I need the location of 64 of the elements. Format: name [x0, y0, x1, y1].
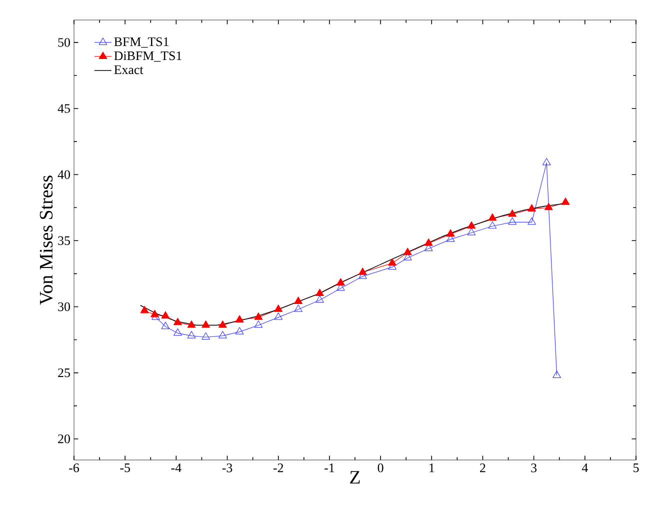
x-tick-label: -2	[273, 464, 284, 472]
point	[187, 320, 196, 328]
point	[274, 304, 283, 312]
y-tick-label: 25	[58, 368, 70, 378]
point	[316, 288, 324, 296]
point	[235, 327, 244, 334]
point	[202, 320, 210, 328]
point	[488, 213, 497, 221]
point	[403, 248, 412, 256]
point	[542, 158, 551, 166]
x-tick-label: 5	[634, 464, 639, 472]
point	[202, 332, 210, 340]
point	[294, 304, 302, 312]
point	[467, 228, 476, 236]
point	[274, 312, 283, 320]
x-axis-title: Z	[350, 471, 360, 484]
point	[508, 217, 517, 225]
x-tick-label: -6	[69, 464, 80, 472]
point	[528, 217, 536, 225]
y-axis-title: Von Mises Stress	[40, 176, 53, 305]
y-tick-label: 30	[58, 302, 70, 312]
x-tick-label: -3	[222, 464, 232, 472]
point	[218, 320, 227, 328]
point	[424, 238, 433, 246]
legend-label: Exact	[114, 65, 144, 74]
x-tick-label: 3	[531, 464, 537, 472]
y-tick-label: 50	[58, 38, 70, 47]
point	[235, 315, 244, 322]
point	[187, 331, 196, 338]
point	[174, 328, 182, 336]
point	[254, 312, 263, 320]
point	[552, 370, 561, 378]
point	[508, 209, 517, 217]
point	[150, 310, 159, 318]
x-tick-label: 4	[582, 464, 588, 472]
point	[161, 322, 170, 330]
point	[446, 229, 455, 237]
point	[140, 306, 149, 314]
point	[467, 221, 476, 229]
x-tick-label: 1	[430, 464, 434, 472]
point	[294, 296, 302, 304]
point	[174, 318, 182, 326]
y-tick-label: 40	[58, 170, 70, 179]
y-tick-label: 20	[58, 434, 70, 444]
point	[161, 311, 170, 319]
point	[488, 221, 497, 229]
x-tick-label: -5	[120, 464, 130, 472]
point	[218, 331, 227, 338]
point	[336, 278, 345, 286]
point	[254, 320, 263, 328]
x-tick-label: -1	[324, 464, 334, 472]
point	[358, 268, 367, 275]
point	[528, 204, 536, 212]
y-tick-label: 35	[58, 236, 70, 246]
legend-label: DiBFM_TS1	[114, 51, 182, 62]
y-tick-label: 45	[58, 104, 70, 113]
x-tick-label: 0	[378, 464, 384, 472]
x-tick-label: 2	[480, 464, 486, 472]
x-tick-label: -4	[171, 464, 182, 472]
point	[561, 198, 570, 205]
point	[388, 258, 396, 266]
legend-label: BFM_TS1	[114, 37, 168, 48]
point	[544, 202, 553, 210]
point	[316, 295, 324, 303]
